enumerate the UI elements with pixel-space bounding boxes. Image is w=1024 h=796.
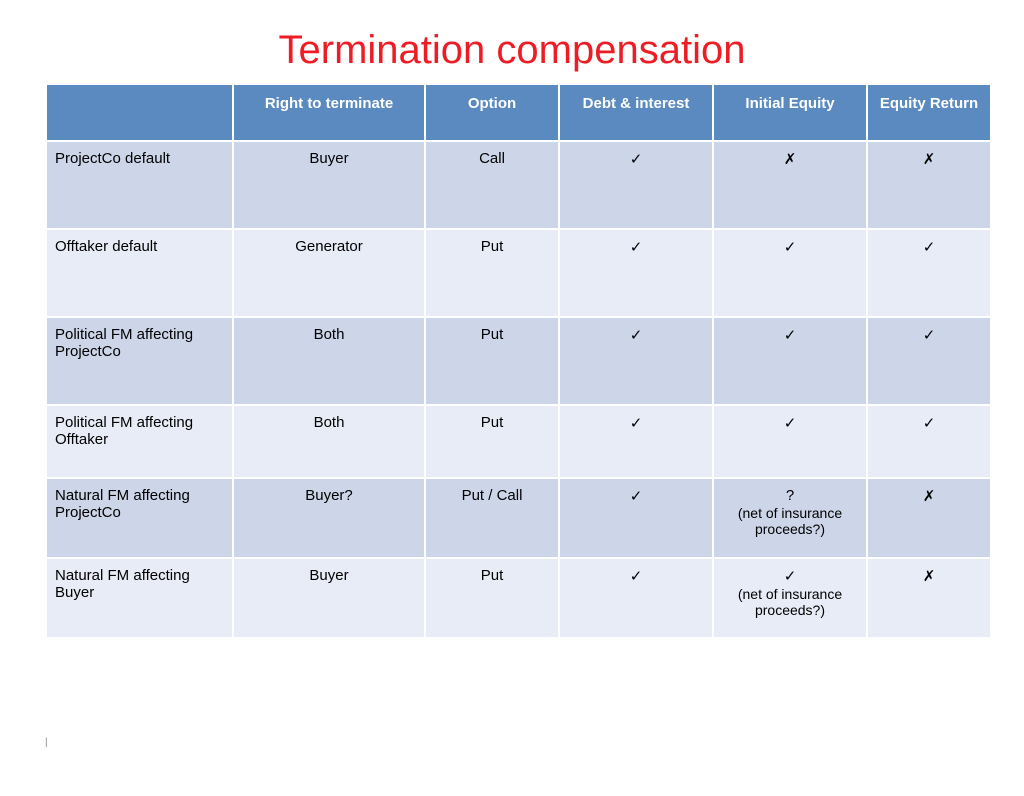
table-cell: Call	[426, 142, 558, 228]
table-cell: ✓	[560, 142, 712, 228]
table-cell: ✗	[868, 559, 990, 637]
table-cell: ✓	[560, 559, 712, 637]
table-cell: ✓	[560, 406, 712, 477]
table-row: Natural FM affecting ProjectCoBuyer?Put …	[47, 479, 990, 557]
table-cell: ✓	[868, 230, 990, 316]
compensation-table: Right to terminateOptionDebt & interestI…	[45, 83, 992, 639]
table-cell: ✗	[868, 479, 990, 557]
table-cell: ✓	[714, 230, 866, 316]
table-cell: Political FM affecting ProjectCo	[47, 318, 232, 404]
column-header: Right to terminate	[234, 85, 424, 140]
table-cell: ✓(net of insurance proceeds?)	[714, 559, 866, 637]
table-cell: ✓	[560, 318, 712, 404]
table-row: ProjectCo defaultBuyerCall✓✗✗	[47, 142, 990, 228]
table-cell: Generator	[234, 230, 424, 316]
table-cell: Offtaker default	[47, 230, 232, 316]
table-row: Natural FM affecting BuyerBuyerPut✓✓(net…	[47, 559, 990, 637]
table-cell: ✓	[714, 406, 866, 477]
table-row: Offtaker defaultGeneratorPut✓✓✓	[47, 230, 990, 316]
table-cell: Political FM affecting Offtaker	[47, 406, 232, 477]
table-cell: ✗	[868, 142, 990, 228]
table-cell: ProjectCo default	[47, 142, 232, 228]
table-cell: ✓	[560, 479, 712, 557]
table-cell: Natural FM affecting ProjectCo	[47, 479, 232, 557]
table-cell: Both	[234, 318, 424, 404]
footer-mark: |	[45, 737, 48, 748]
table-cell: ✓	[868, 318, 990, 404]
table-body: ProjectCo defaultBuyerCall✓✗✗Offtaker de…	[47, 142, 990, 637]
column-header: Initial Equity	[714, 85, 866, 140]
column-header	[47, 85, 232, 140]
table-cell: ✗	[714, 142, 866, 228]
table-row: Political FM affecting ProjectCoBothPut✓…	[47, 318, 990, 404]
table-cell: ✓	[560, 230, 712, 316]
table-row: Political FM affecting OfftakerBothPut✓✓…	[47, 406, 990, 477]
table-cell: Put	[426, 406, 558, 477]
table-cell: Buyer	[234, 142, 424, 228]
table-cell: ✓	[868, 406, 990, 477]
table-cell: Buyer?	[234, 479, 424, 557]
column-header: Debt & interest	[560, 85, 712, 140]
table-cell: Buyer	[234, 559, 424, 637]
table-cell: Put	[426, 559, 558, 637]
table-cell: ?(net of insurance proceeds?)	[714, 479, 866, 557]
column-header: Option	[426, 85, 558, 140]
column-header: Equity Return	[868, 85, 990, 140]
table-cell: Both	[234, 406, 424, 477]
table-cell: Put	[426, 318, 558, 404]
table-cell: Put	[426, 230, 558, 316]
table-cell: Put / Call	[426, 479, 558, 557]
table-cell: Natural FM affecting Buyer	[47, 559, 232, 637]
compensation-table-wrap: Right to terminateOptionDebt & interestI…	[45, 83, 979, 639]
page-title: Termination compensation	[0, 28, 1024, 73]
table-header: Right to terminateOptionDebt & interestI…	[47, 85, 990, 140]
table-cell: ✓	[714, 318, 866, 404]
